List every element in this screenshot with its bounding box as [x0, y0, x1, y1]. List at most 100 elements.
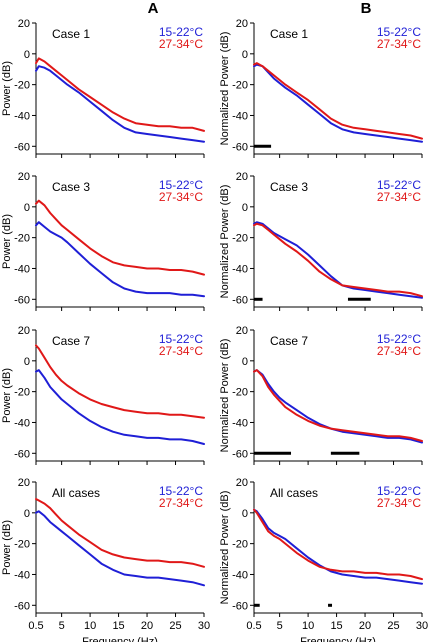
y-tick-label: -40: [14, 569, 30, 581]
legend-entry: 15-22°C: [159, 178, 203, 192]
legend-entry: 15-22°C: [159, 25, 203, 39]
y-tick-label: -40: [14, 263, 30, 275]
legend-entry: 27-34°C: [377, 496, 421, 510]
y-tick-label: -60: [14, 294, 30, 306]
y-axis-label: Normalized Power (dB): [219, 491, 231, 605]
x-tick-label: 5: [59, 620, 65, 632]
y-tick-label: -20: [232, 387, 248, 399]
legend-entry: 27-34°C: [159, 496, 203, 510]
y-axis-label: Normalized Power (dB): [219, 32, 231, 146]
y-tick-label: -40: [232, 417, 248, 429]
series-line-cold: [253, 63, 423, 143]
y-tick-label: 20: [18, 325, 30, 337]
series-line-warm: [35, 57, 205, 132]
x-tick-label: 25: [387, 620, 399, 632]
y-tick-label: 0: [242, 202, 248, 214]
legend-entry: 27-34°C: [377, 37, 421, 51]
x-tick-label: 15: [330, 620, 342, 632]
y-tick-label: 20: [236, 325, 248, 337]
y-tick-label: -60: [14, 448, 30, 460]
y-axis-label: Power (dB): [1, 61, 13, 116]
chart-panel-A-case1: 20 0 -20 -40 -60 Power (dB) Case 1 15-22°C27-34…: [1, 18, 205, 158]
chart-panel-A-case7: 20 0 -20 -40 -60 Power (dB) Case 7 15-22°C27-34…: [1, 325, 205, 465]
y-tick-label: 0: [24, 49, 30, 61]
y-axis-label: Normalized Power (dB): [219, 185, 231, 299]
x-tick-label: 5: [277, 620, 283, 632]
y-tick-label: -20: [232, 80, 248, 92]
series-line-cold: [253, 221, 423, 299]
x-tick-label: 15: [112, 620, 124, 632]
x-tick-label: 0.5: [246, 620, 261, 632]
x-tick-label: 0.5: [28, 620, 43, 632]
x-tick-label: 30: [198, 620, 210, 632]
x-tick-label: 10: [84, 620, 96, 632]
panel-case-label: Case 1: [52, 27, 90, 41]
y-tick-label: 0: [24, 202, 30, 214]
y-tick-label: -60: [232, 600, 248, 612]
legend-entry: 27-34°C: [377, 344, 421, 358]
y-tick-label: -20: [232, 539, 248, 551]
y-tick-label: 0: [242, 508, 248, 520]
x-tick-label: 25: [169, 620, 181, 632]
series-line-cold: [35, 65, 205, 143]
series-line-cold: [253, 508, 423, 585]
column-label-a: A: [148, 0, 159, 17]
y-tick-label: -60: [232, 448, 248, 460]
series-line-cold: [253, 369, 423, 444]
series-line-warm: [253, 62, 423, 140]
y-tick-label: -40: [14, 417, 30, 429]
y-tick-label: 0: [24, 356, 30, 368]
x-axis-label: Frequency (Hz): [300, 636, 376, 642]
chart-panel-A-all: 20 0 -20 -40 -60 0.5 5 10 15 20 25 30 Power (dB) Freq…: [1, 477, 210, 642]
panel-case-label: Case 3: [52, 180, 90, 194]
y-tick-label: 0: [242, 49, 248, 61]
y-tick-label: -20: [14, 233, 30, 245]
series-line-warm: [253, 369, 423, 442]
series-line-warm: [35, 344, 205, 419]
series-line-warm: [35, 498, 205, 568]
legend-entry: 15-22°C: [377, 332, 421, 346]
panel-case-label: Case 7: [270, 334, 308, 348]
series-line-cold: [35, 221, 205, 298]
y-tick-label: -40: [232, 263, 248, 275]
y-tick-label: -40: [232, 110, 248, 122]
series-line-cold: [35, 369, 205, 445]
x-axis-label: Frequency (Hz): [82, 636, 158, 642]
y-tick-label: 20: [236, 171, 248, 183]
y-tick-label: -60: [14, 141, 30, 153]
legend-entry: 15-22°C: [159, 484, 203, 498]
panel-case-label: All cases: [270, 486, 318, 500]
legend-entry: 27-34°C: [159, 344, 203, 358]
x-tick-label: 20: [141, 620, 153, 632]
legend-entry: 15-22°C: [159, 332, 203, 346]
y-tick-label: 20: [236, 18, 248, 30]
y-tick-label: -20: [14, 539, 30, 551]
y-tick-label: 20: [236, 477, 248, 489]
series-line-cold: [35, 510, 205, 587]
legend-entry: 15-22°C: [377, 178, 421, 192]
y-tick-label: 0: [24, 508, 30, 520]
y-tick-label: -40: [232, 569, 248, 581]
y-tick-label: -40: [14, 110, 30, 122]
x-tick-label: 30: [416, 620, 428, 632]
y-tick-label: -20: [232, 233, 248, 245]
y-tick-label: -20: [14, 387, 30, 399]
y-tick-label: 20: [18, 18, 30, 30]
y-tick-label: 20: [18, 171, 30, 183]
panel-case-label: Case 7: [52, 334, 90, 348]
series-line-warm: [253, 508, 423, 581]
series-line-warm: [35, 199, 205, 276]
y-tick-label: -20: [14, 80, 30, 92]
y-axis-label: Power (dB): [1, 214, 13, 269]
panel-case-label: Case 3: [270, 180, 308, 194]
y-axis-label: Normalized Power (dB): [219, 339, 231, 453]
y-tick-label: -60: [232, 294, 248, 306]
x-tick-label: 10: [302, 620, 314, 632]
legend-entry: 15-22°C: [377, 25, 421, 39]
y-tick-label: -60: [232, 141, 248, 153]
